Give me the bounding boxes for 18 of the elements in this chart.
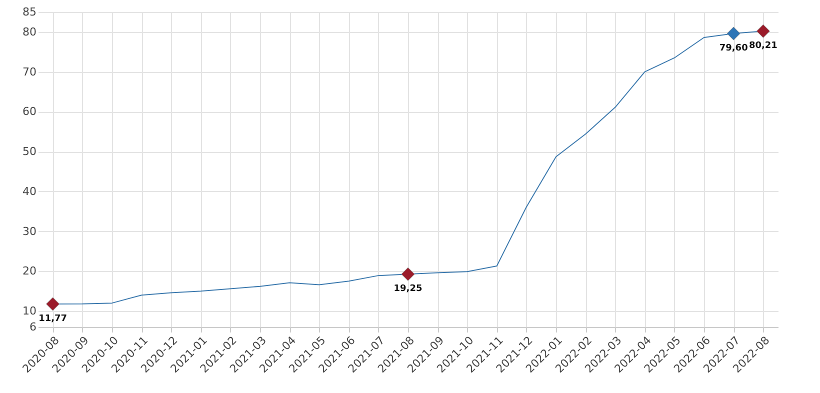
point bbox=[726, 26, 740, 40]
y-tick-label: 6 bbox=[30, 320, 36, 334]
point bbox=[756, 24, 770, 38]
y-tick-label: 80 bbox=[22, 25, 36, 38]
y-tick-label: 20 bbox=[22, 264, 36, 278]
y-tick-label: 40 bbox=[22, 184, 36, 198]
point bbox=[401, 267, 415, 281]
y-tick-label: 10 bbox=[22, 304, 36, 318]
y-tick-label: 60 bbox=[22, 105, 36, 118]
data-label: 80,21 bbox=[748, 41, 778, 52]
data-label: 79,60 bbox=[719, 44, 748, 54]
data-label: 19,25 bbox=[394, 284, 422, 294]
y-tick-label: 50 bbox=[22, 145, 36, 158]
point bbox=[46, 297, 60, 311]
y-tick-label: 30 bbox=[22, 224, 36, 238]
y-tick-label: 85 bbox=[22, 6, 36, 18]
y-tick-label: 70 bbox=[22, 65, 36, 78]
data-label: 11,77 bbox=[38, 314, 68, 324]
